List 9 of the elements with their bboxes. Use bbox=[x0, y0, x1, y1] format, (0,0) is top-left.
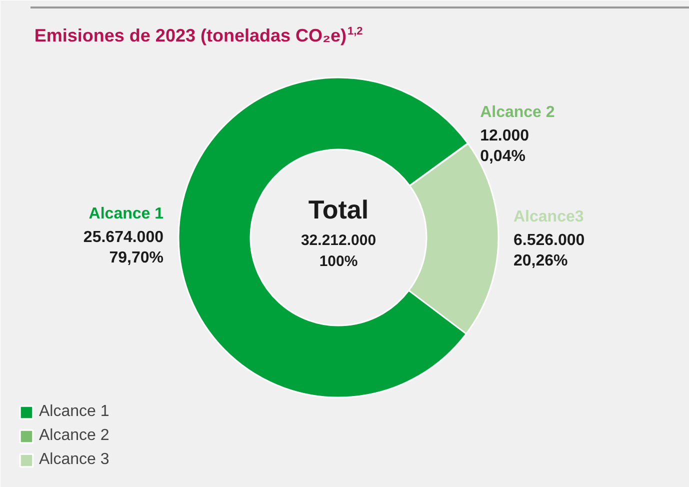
data-label: Alcance 2 12.000 0,04% bbox=[480, 104, 555, 166]
legend-label: Alcance 2 bbox=[39, 427, 110, 445]
data-label: Alcance3 6.526.000 20,26% bbox=[513, 208, 585, 270]
legend-label: Alcance 1 bbox=[39, 403, 110, 421]
text: Total bbox=[308, 194, 369, 224]
legend-label: Alcance 3 bbox=[39, 451, 110, 469]
text: 100% bbox=[319, 253, 358, 270]
text: 32.212.000 bbox=[300, 232, 376, 249]
data-label: Alcance 1 25.674.000 79,70% bbox=[83, 206, 164, 267]
